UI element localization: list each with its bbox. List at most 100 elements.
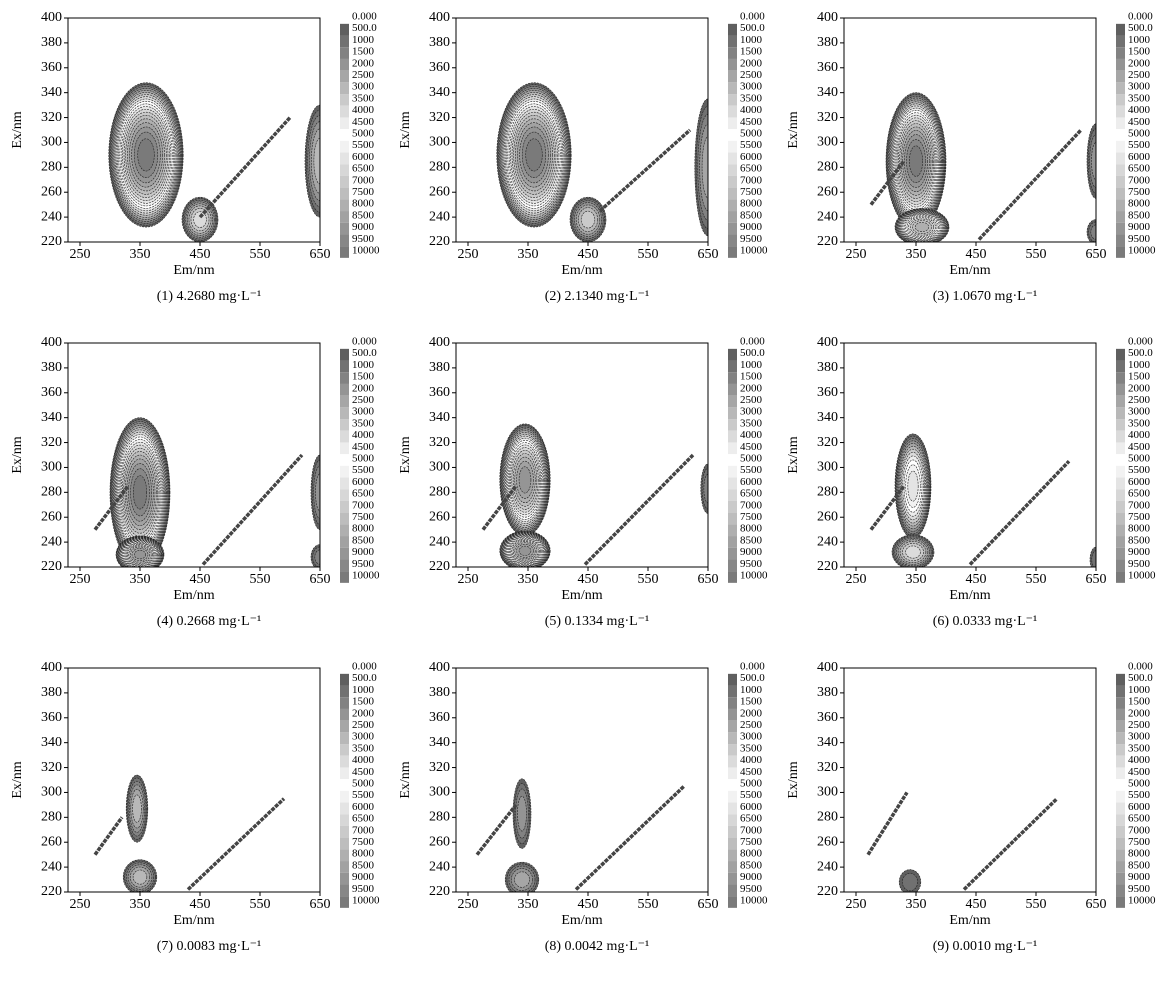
colorbar-box: [340, 246, 349, 258]
y-tick-label: 300: [41, 135, 62, 150]
colorbar-box: [340, 372, 349, 384]
y-tick-label: 280: [817, 810, 838, 825]
colorbar-box: [728, 720, 737, 733]
colorbar-box: [728, 117, 737, 130]
x-tick-label: 650: [310, 572, 331, 587]
x-tick-label: 350: [518, 897, 539, 912]
colorbar-label: 4000: [740, 429, 763, 441]
colorbar-label: 1500: [352, 46, 375, 58]
colorbar-label: 1500: [352, 696, 375, 708]
y-tick-label: 360: [817, 60, 838, 75]
y-tick-label: 320: [429, 760, 450, 775]
colorbar-label: 10000: [352, 245, 380, 257]
colorbar-box: [1116, 861, 1125, 873]
colorbar-label: 4500: [740, 116, 763, 128]
colorbar-box: [1116, 372, 1125, 384]
colorbar-label: 2500: [740, 69, 763, 81]
colorbar-label: 1500: [740, 696, 763, 708]
x-tick-label: 250: [846, 247, 867, 262]
colorbar-box: [728, 755, 737, 768]
colorbar-box: [1116, 140, 1125, 153]
contour-level: [132, 794, 142, 823]
colorbar-label: 5000: [1128, 453, 1151, 465]
y-tick-label: 340: [429, 410, 450, 425]
colorbar-label: 1000: [1128, 359, 1151, 371]
colorbar-label: 8500: [352, 534, 375, 546]
x-tick-label: 650: [698, 572, 719, 587]
y-tick-label: 380: [429, 685, 450, 700]
colorbar-box: [728, 105, 737, 118]
colorbar-box: [728, 559, 737, 572]
colorbar-box: [728, 837, 737, 850]
colorbar-label: 1500: [740, 371, 763, 383]
colorbar-label: 5000: [1128, 778, 1151, 790]
colorbar-box: [1116, 234, 1125, 247]
colorbar-label: 3000: [352, 406, 375, 418]
x-tick-label: 450: [578, 572, 599, 587]
y-tick-label: 220: [41, 234, 62, 249]
plot-area: [866, 791, 1059, 892]
y-axis-label: Ex/nm: [10, 111, 25, 148]
colorbar-label: 8000: [352, 523, 375, 535]
colorbar-box: [1116, 779, 1125, 791]
x-tick-label: 450: [190, 247, 211, 262]
colorbar-label: 5000: [1128, 128, 1151, 140]
colorbar-label: 5500: [740, 464, 763, 476]
y-tick-label: 400: [817, 660, 838, 675]
colorbar-label: 8500: [352, 859, 375, 871]
plot-frame: [843, 342, 1097, 568]
y-tick-label: 320: [817, 435, 838, 450]
y-tick-label: 340: [41, 410, 62, 425]
colorbar-label: 8000: [352, 198, 375, 210]
colorbar-label: 3500: [352, 92, 375, 104]
colorbar-label: 6500: [352, 163, 375, 175]
colorbar-box: [1116, 732, 1125, 745]
colorbar-box: [1116, 524, 1125, 537]
colorbar-box: [1116, 383, 1125, 396]
colorbar-label: 2000: [352, 382, 375, 394]
colorbar-label: 8000: [1128, 848, 1151, 860]
colorbar-label: 2500: [740, 719, 763, 731]
colorbar-box: [340, 779, 349, 791]
colorbar-box: [1116, 896, 1125, 908]
y-tick-label: 240: [429, 534, 450, 549]
colorbar-label: 6500: [740, 163, 763, 175]
y-tick-label: 320: [41, 435, 62, 450]
x-tick-label: 250: [70, 247, 91, 262]
colorbar-box: [728, 348, 737, 361]
y-tick-label: 380: [429, 360, 450, 375]
colorbar-label: 500.0: [740, 347, 765, 359]
colorbar-label: 4000: [1128, 754, 1151, 766]
y-tick-label: 360: [41, 710, 62, 725]
colorbar-box: [728, 407, 737, 420]
colorbar-label: 6000: [352, 151, 375, 163]
y-tick-label: 300: [429, 785, 450, 800]
y-tick-label: 400: [429, 10, 450, 25]
y-tick-label: 280: [41, 160, 62, 175]
colorbar-label: 8500: [1128, 534, 1151, 546]
colorbar-box: [1116, 117, 1125, 130]
colorbar-label: 10000: [740, 570, 768, 582]
colorbar-label: 8000: [740, 198, 763, 210]
colorbar-box: [728, 524, 737, 537]
colorbar-label: 3500: [740, 417, 763, 429]
colorbar-box: [340, 58, 349, 71]
colorbar-box: [1116, 360, 1125, 373]
colorbar-box: [340, 211, 349, 223]
y-tick-label: 260: [817, 834, 838, 849]
colorbar-box: [340, 47, 349, 59]
colorbar-label: 8000: [740, 848, 763, 860]
colorbar-box: [1116, 105, 1125, 118]
y-tick-label: 220: [817, 884, 838, 899]
x-tick-label: 350: [906, 897, 927, 912]
colorbar-label: 500.0: [740, 672, 765, 684]
colorbar-box: [728, 790, 737, 803]
colorbar-box: [728, 685, 737, 698]
y-tick-label: 300: [817, 785, 838, 800]
y-tick-label: 360: [41, 60, 62, 75]
y-tick-label: 280: [817, 485, 838, 500]
x-tick-label: 550: [250, 247, 271, 262]
y-tick-label: 320: [41, 760, 62, 775]
colorbar-box: [728, 814, 737, 826]
y-axis-label: Ex/nm: [786, 111, 801, 148]
